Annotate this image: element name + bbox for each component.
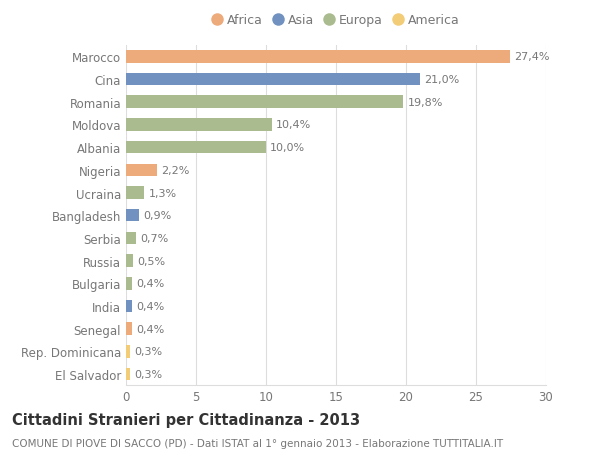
Bar — [126, 277, 131, 290]
Text: COMUNE DI PIOVE DI SACCO (PD) - Dati ISTAT al 1° gennaio 2013 - Elaborazione TUT: COMUNE DI PIOVE DI SACCO (PD) - Dati IST… — [12, 438, 503, 448]
Bar — [126, 164, 157, 177]
Text: 21,0%: 21,0% — [424, 75, 460, 85]
Text: 19,8%: 19,8% — [407, 97, 443, 107]
Bar — [126, 345, 130, 358]
Text: 0,7%: 0,7% — [140, 233, 168, 243]
Bar — [126, 141, 266, 154]
Text: 1,3%: 1,3% — [148, 188, 176, 198]
Text: 0,4%: 0,4% — [136, 324, 164, 334]
Bar — [126, 96, 403, 109]
Bar — [126, 119, 272, 131]
Text: Cittadini Stranieri per Cittadinanza - 2013: Cittadini Stranieri per Cittadinanza - 2… — [12, 413, 360, 428]
Bar — [126, 187, 144, 199]
Bar — [126, 51, 509, 63]
Bar — [126, 73, 420, 86]
Text: 0,9%: 0,9% — [143, 211, 171, 221]
Bar — [126, 232, 136, 245]
Text: 10,0%: 10,0% — [270, 143, 305, 153]
Text: 0,3%: 0,3% — [134, 369, 163, 379]
Bar — [126, 209, 139, 222]
Bar — [126, 300, 131, 313]
Text: 0,3%: 0,3% — [134, 347, 163, 357]
Text: 0,4%: 0,4% — [136, 301, 164, 311]
Bar — [126, 323, 131, 335]
Bar — [126, 368, 130, 381]
Text: 0,5%: 0,5% — [137, 256, 166, 266]
Legend: Africa, Asia, Europa, America: Africa, Asia, Europa, America — [209, 11, 463, 29]
Text: 0,4%: 0,4% — [136, 279, 164, 289]
Text: 10,4%: 10,4% — [276, 120, 311, 130]
Text: 2,2%: 2,2% — [161, 165, 190, 175]
Text: 27,4%: 27,4% — [514, 52, 550, 62]
Bar — [126, 255, 133, 267]
